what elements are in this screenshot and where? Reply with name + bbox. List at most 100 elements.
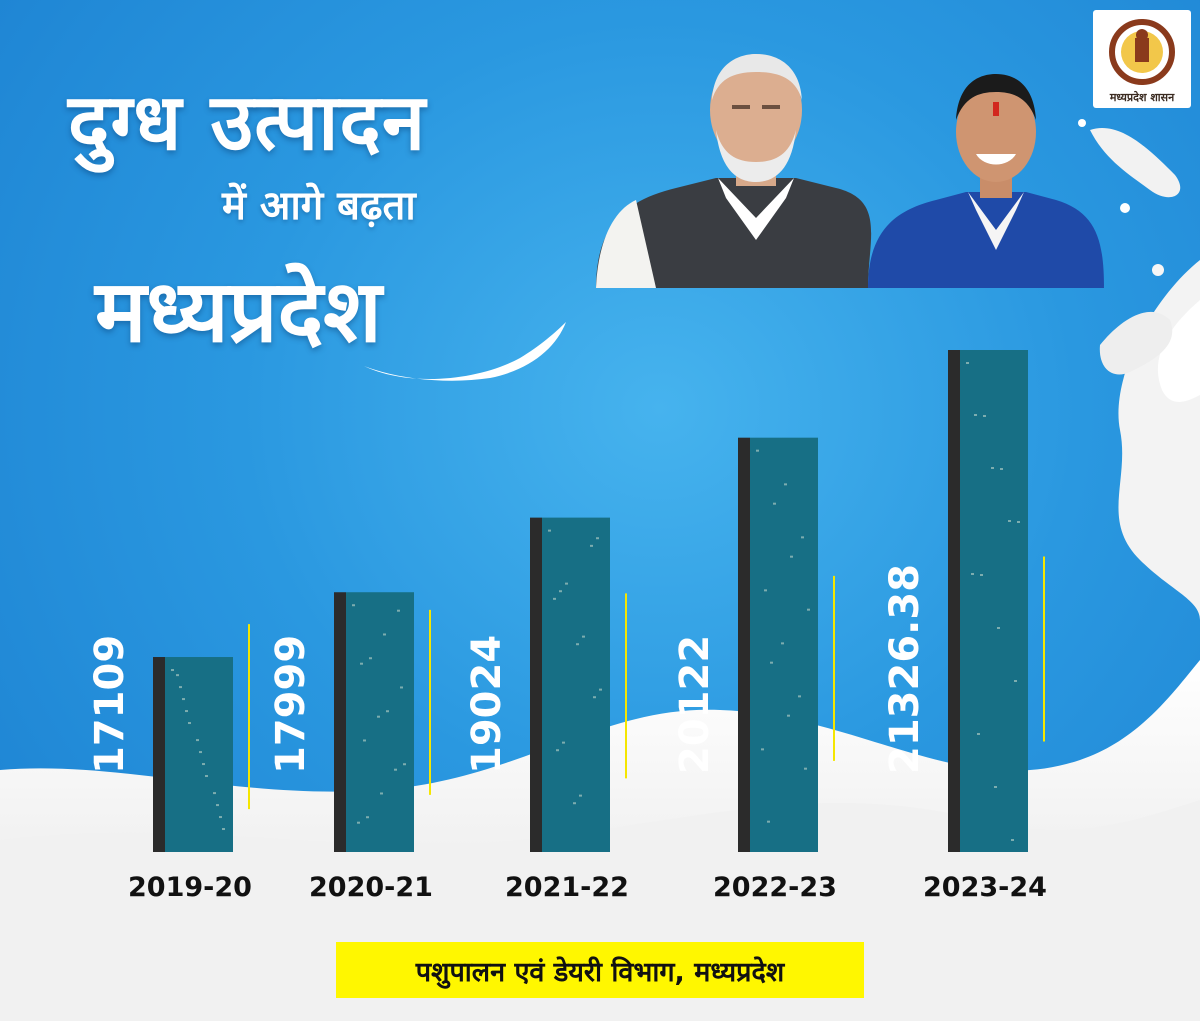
bar-texture-speck [804, 767, 807, 770]
bar-texture-speck [565, 582, 568, 585]
bar-texture-speck [590, 544, 593, 547]
year-label-2020-21: 2020-21 [309, 872, 433, 903]
bar-2022-23 [750, 437, 818, 852]
leaders-photo [596, 54, 1104, 288]
bar-texture-speck [222, 828, 225, 831]
bar-texture-speck [784, 483, 787, 486]
bar-texture-speck [790, 555, 793, 558]
bar-side-2019-20 [153, 657, 165, 852]
bar-texture-speck [781, 642, 784, 645]
bar-texture-speck [357, 821, 360, 824]
bar-side-2023-24 [948, 350, 960, 852]
bar-texture-speck [579, 794, 582, 797]
bar-texture-speck [1008, 520, 1011, 522]
bar-texture-speck [380, 792, 383, 795]
bar-texture-speck [216, 804, 219, 807]
bar-texture-speck [1011, 839, 1014, 841]
bar-texture-speck [403, 763, 406, 766]
headline-line-2: में आगे बढ़ता [222, 183, 416, 229]
bar-texture-speck [764, 589, 767, 592]
bar-texture-speck [807, 608, 810, 611]
headline-swash-flourish [364, 322, 566, 381]
bar-texture-speck [185, 710, 188, 713]
bar-texture-speck [767, 820, 770, 823]
bar-texture-speck [599, 688, 602, 691]
year-label-2023-24: 2023-24 [923, 872, 1047, 903]
source-text: पशुपालन एवं डेयरी विभाग, मध्यप्रदेश [415, 956, 785, 988]
bar-2020-21 [346, 592, 414, 852]
bar-texture-speck [182, 698, 185, 701]
headline-line-1: दुग्ध उत्पादन [68, 78, 427, 168]
bar-texture-speck [983, 415, 986, 417]
bar-texture-speck [196, 739, 199, 742]
bar-texture-speck [377, 715, 380, 718]
mp-government-emblem: मध्यप्रदेश शासन [1093, 10, 1191, 108]
bar-texture-speck [556, 749, 559, 752]
bar-texture-speck [562, 741, 565, 744]
bar-texture-speck [798, 695, 801, 698]
leader-portrait-left [596, 54, 872, 288]
source-banner: पशुपालन एवं डेयरी विभाग, मध्यप्रदेश [336, 942, 864, 998]
bar-texture-speck [770, 661, 773, 664]
bar-2021-22 [542, 517, 610, 852]
year-label-2019-20: 2019-20 [128, 872, 252, 903]
bar-texture-speck [553, 597, 556, 600]
bar-texture-speck [596, 537, 599, 540]
bar-texture-speck [400, 686, 403, 689]
bar-texture-speck [394, 768, 397, 771]
bar-texture-speck [366, 816, 369, 819]
year-label-2022-23: 2022-23 [713, 872, 837, 903]
bar-texture-speck [397, 609, 400, 612]
bar-side-2022-23 [738, 437, 750, 852]
bar-texture-speck [980, 574, 983, 576]
bar-texture-speck [582, 635, 585, 638]
bar-texture-speck [352, 604, 355, 607]
bar-texture-speck [213, 792, 216, 795]
bar-2023-24 [960, 350, 1028, 852]
bar-2019-20 [165, 657, 233, 852]
bar-texture-speck [176, 674, 179, 677]
bar-texture-speck [974, 414, 977, 416]
bar-side-2021-22 [530, 517, 542, 852]
bar-texture-speck [787, 714, 790, 717]
bar-texture-speck [205, 775, 208, 778]
bar-texture-speck [199, 751, 202, 754]
bar-texture-speck [593, 696, 596, 699]
bar-texture-speck [997, 627, 1000, 629]
bar-texture-speck [360, 662, 363, 665]
bar-texture-speck [369, 657, 372, 660]
bar-side-2020-21 [334, 592, 346, 852]
leader-portrait-right [868, 74, 1104, 288]
bar-texture-speck [188, 722, 191, 725]
value-label-2023-24: 21326.38 [882, 563, 928, 774]
value-label-2021-22: 19024 [464, 634, 510, 774]
value-label-2020-21: 17999 [268, 634, 314, 774]
bar-texture-speck [801, 536, 804, 539]
emblem-caption: मध्यप्रदेश शासन [1109, 91, 1175, 104]
bar-texture-speck [202, 763, 205, 766]
bar-texture-speck [386, 710, 389, 713]
bar-texture-speck [761, 748, 764, 751]
year-label-2021-22: 2021-22 [505, 872, 629, 903]
emblem-seal-icon [1109, 19, 1175, 85]
bar-texture-speck [363, 739, 366, 742]
headline-state-name: मध्यप्रदेश [95, 261, 382, 362]
bar-texture-speck [966, 362, 969, 364]
bar-texture-speck [971, 573, 974, 575]
bar-texture-speck [1000, 468, 1003, 470]
bar-texture-speck [1017, 521, 1020, 523]
bar-texture-speck [383, 633, 386, 636]
bar-texture-speck [219, 816, 222, 819]
bar-texture-speck [548, 529, 551, 532]
bar-texture-speck [573, 802, 576, 805]
bar-texture-speck [991, 467, 994, 469]
bar-texture-speck [1014, 680, 1017, 682]
bar-texture-speck [756, 449, 759, 452]
bar-texture-speck [994, 786, 997, 788]
value-label-2019-20: 17109 [87, 634, 133, 774]
value-label-2022-23: 20122 [672, 634, 718, 774]
bar-texture-speck [179, 686, 182, 689]
bar-texture-speck [559, 590, 562, 593]
